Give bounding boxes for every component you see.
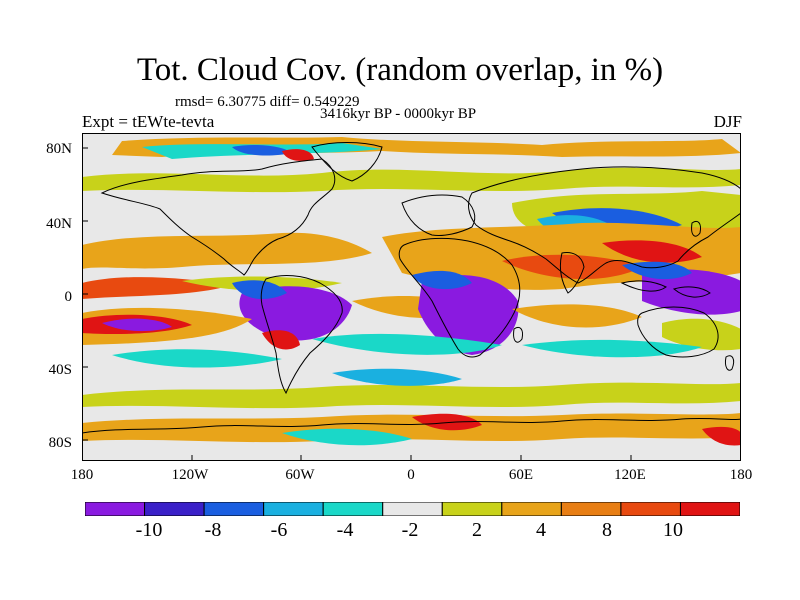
coastlines <box>82 142 741 434</box>
colorbar-label-m4: -4 <box>336 519 354 541</box>
colorbar-box-4 <box>322 502 384 516</box>
period-label: 3416kyr BP - 0000kyr BP <box>320 106 477 122</box>
colorbar-label-m8: -8 <box>204 519 222 541</box>
anomaly-southern-ocean-cyan <box>332 368 462 386</box>
coastline-south-america <box>260 275 343 395</box>
anomaly-north-yellow-band <box>82 167 741 193</box>
lat-label-40n: 40N <box>46 216 72 232</box>
lon-label-180e: 180 <box>729 467 753 483</box>
lat-label-eq: 0 <box>64 289 73 305</box>
lon-label-60w: 60W <box>285 467 315 483</box>
coastline-europe <box>401 194 476 236</box>
colorbar <box>85 502 740 516</box>
anomaly-asia-red <box>502 254 642 280</box>
coastline-africa <box>398 237 521 358</box>
anomaly-indian-orange <box>512 304 642 328</box>
anomaly-africa-blue <box>412 270 472 290</box>
cloud-cover-anomaly-map <box>82 133 741 461</box>
coastline-asia <box>468 166 741 284</box>
coastline-north-america <box>100 158 336 276</box>
experiment-label: Expt = tEWte-tevta <box>82 112 215 131</box>
coastline-india <box>559 252 585 294</box>
colorbar-label-m10: -10 <box>135 519 163 541</box>
colorbar-box-6 <box>441 502 503 516</box>
lon-label-0: 0 <box>407 467 415 483</box>
lat-label-80n: 80N <box>46 141 72 157</box>
colorbar-label-p10: 10 <box>663 519 683 541</box>
coastline-greenland <box>311 142 383 182</box>
season-label: DJF <box>713 112 742 131</box>
lon-label-60e: 60E <box>508 467 534 483</box>
anomaly-chile-red <box>262 330 300 350</box>
coastline-antarctica <box>82 417 741 434</box>
colorbar-label-p8: 8 <box>602 519 612 541</box>
map-ticks <box>82 147 632 461</box>
colorbar-box-8 <box>560 502 622 516</box>
lon-label-120w: 120W <box>171 467 209 483</box>
anomaly-indonesia-yellow <box>662 318 741 351</box>
anomaly-south-pacific-purple <box>102 318 172 332</box>
lon-label-180w: 180 <box>70 467 94 483</box>
anomaly-arctic-red <box>282 149 314 161</box>
anomaly-africa-purple <box>418 275 519 355</box>
colorbar-box-5 <box>382 502 443 516</box>
coastline-new-guinea <box>672 286 711 298</box>
lat-label-80s: 80S <box>48 435 72 451</box>
colorbar-box-3 <box>263 502 324 516</box>
anomaly-arctic-blue <box>232 145 292 156</box>
colorbar-box-9 <box>620 502 681 516</box>
anomaly-sh-yellow-band <box>82 382 741 409</box>
colorbar-label-p2: 2 <box>472 519 482 541</box>
colorbar-box-7 <box>501 502 562 516</box>
coastline-madagascar <box>513 326 523 343</box>
anomaly-antarctic-red <box>412 413 482 431</box>
colorbar-label-p4: 4 <box>536 519 546 541</box>
anomaly-indo-red <box>602 240 702 263</box>
anomaly-south-america-blue <box>232 280 287 299</box>
anomaly-sh-pacific-cyan <box>112 349 282 368</box>
plot-title: Tot. Cloud Cov. (random overlap, in %) <box>136 52 664 88</box>
anomaly-antarctic-east-red <box>702 426 741 446</box>
anomaly-sh-atlantic-cyan <box>312 333 502 355</box>
coastline-japan <box>691 220 701 237</box>
anomaly-west-pacific-purple <box>642 269 741 315</box>
colorbar-label-m6: -6 <box>270 519 288 541</box>
stats-line: rmsd= 6.30775 diff= 0.549229 <box>175 94 360 110</box>
colorbar-box-2 <box>203 502 265 516</box>
coastline-indonesia <box>620 280 667 292</box>
coastline-australia <box>637 306 719 358</box>
colorbar-box-0 <box>85 502 146 516</box>
anomaly-field <box>82 137 741 446</box>
anomaly-south-america-purple <box>239 286 352 341</box>
colorbar-box-10 <box>679 502 740 516</box>
anomaly-pacific-north-orange <box>82 232 372 269</box>
anomaly-sh-indian-cyan <box>522 339 702 358</box>
anomaly-antarctic-cyan <box>282 428 412 446</box>
coastline-new-zealand <box>725 355 735 371</box>
colorbar-box-1 <box>144 502 205 516</box>
colorbar-label-m2: -2 <box>401 519 419 541</box>
lon-label-120e: 120E <box>614 467 646 483</box>
lat-label-40s: 40S <box>48 362 72 378</box>
